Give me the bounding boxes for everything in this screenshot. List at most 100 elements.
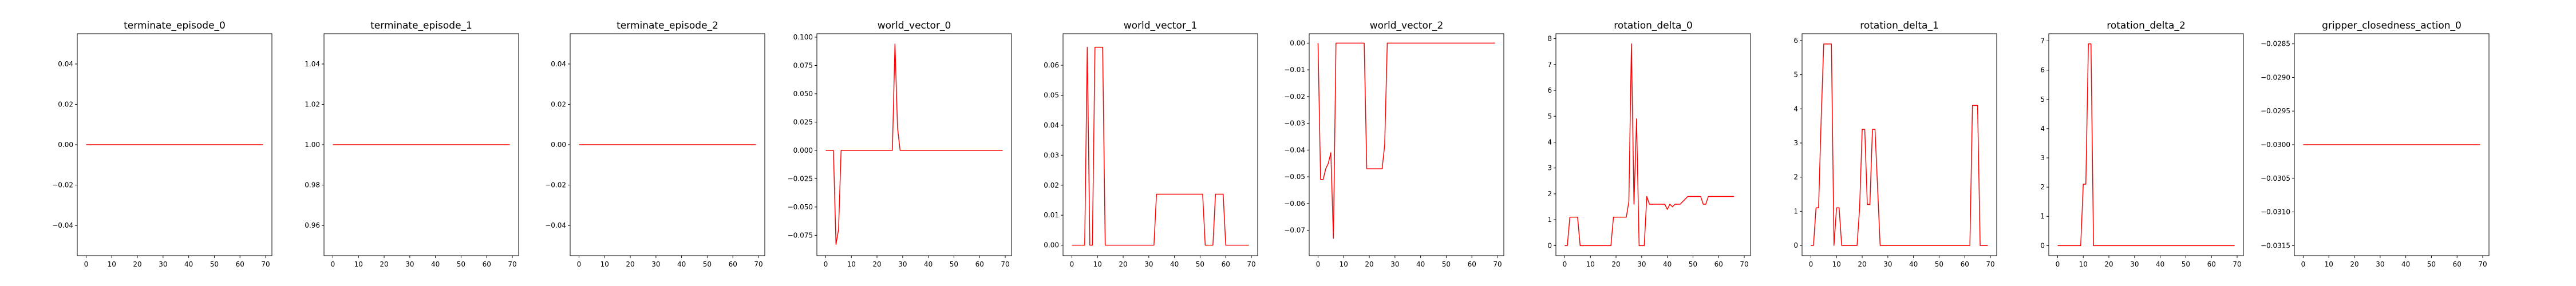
x-tick-label: 40 [184,260,193,268]
x-tick-label: 10 [1093,260,1102,268]
x-tick-label: 70 [261,260,270,268]
x-tick-label: 10 [354,260,363,268]
y-tick-label: 0.06 [1044,61,1059,69]
x-tick-label: 60 [1222,260,1230,268]
x-tick-label: 50 [703,260,712,268]
x-tick-label: 0 [1070,260,1074,268]
x-tick-label: 20 [1611,260,1620,268]
x-tick-label: 70 [508,260,516,268]
y-tick-label: 0.050 [793,90,813,98]
y-tick-label: 2 [1793,173,1798,181]
subplot-1: terminate_episode_0 0 10 20 30 40 50 60 70 −0.04 −… [52,20,272,268]
series-line-1 [1811,43,1988,246]
y-tick-label: 2 [1547,190,1552,198]
y-tick-label: 0.01 [1044,211,1059,219]
y-tick-label: 4 [1547,138,1552,146]
y-tick-label: −0.06 [1284,200,1305,208]
y-tick-label: 0.075 [793,61,813,69]
y-tick-label: 0 [1793,241,1798,249]
x-tick-label: 20 [1119,260,1127,268]
x-tick-label: 20 [380,260,388,268]
y-tick-label: −0.0285 [2261,40,2290,48]
x-tick-label: 70 [1247,260,1255,268]
subplot-title: gripper_closedness_action_0 [2322,20,2462,31]
y-tick-label: −0.075 [788,231,813,239]
subplot-title: rotation_delta_0 [1614,20,1693,31]
x-tick-label: 60 [1714,260,1723,268]
y-tick-label: 7 [1547,61,1552,69]
y-tick-label: 1.02 [305,100,320,108]
x-tick-label: 0 [824,260,828,268]
y-tick-label: 3 [2040,154,2045,162]
x-tick-label: 10 [1832,260,1841,268]
y-tick-label: 4 [2040,125,2045,133]
x-tick-label: 40 [431,260,440,268]
series-line-1 [2057,43,2235,247]
subplot-2: terminate_episode_1 0 10 20 30 40 50 60 70 0.96 0.… [305,20,519,268]
x-tick-label: 50 [1689,260,1697,268]
y-tick-label: 6 [2040,66,2045,74]
x-tick-label: 40 [2401,260,2410,268]
y-tick-label: 0.02 [1044,181,1059,189]
subplot-title: terminate_episode_0 [124,20,226,31]
x-tick-label: 30 [405,260,414,268]
series-line-1 [1072,46,1249,246]
y-tick-label: 4 [1793,105,1798,113]
x-tick-label: 40 [677,260,686,268]
axes-frame [2048,33,2244,256]
x-tick-label: 40 [1170,260,1179,268]
x-tick-label: 10 [1340,260,1348,268]
series-line-1 [1564,43,1735,247]
x-tick-label: 70 [1986,260,1994,268]
y-tick-label: 1 [1793,207,1798,215]
y-tick-label: 1.00 [305,141,320,149]
x-tick-label: 10 [108,260,116,268]
subplot-9: rotation_delta_2 0 10 20 30 40 50 60 70 0 1 2 3 4 5 6 7 [2040,20,2244,268]
x-tick-label: 50 [950,260,958,268]
x-tick-label: 0 [331,260,335,268]
x-tick-label: 20 [1858,260,1866,268]
y-tick-label: −0.0300 [2261,141,2290,149]
y-tick-label: 3 [1793,139,1798,147]
y-tick-label: 6 [1547,86,1552,94]
y-tick-label: −0.03 [1284,120,1305,128]
subplot-5: world_vector_1 0 10 20 30 40 50 60 70 0.00 0.01 0.0… [1044,20,1258,268]
y-tick-label: 0.00 [1290,39,1305,47]
x-tick-label: 70 [1740,260,1748,268]
y-tick-label: −0.04 [545,221,566,229]
x-tick-label: 10 [2325,260,2333,268]
x-tick-label: 60 [483,260,491,268]
y-tick-label: −0.01 [1284,66,1305,74]
y-tick-label: 1.04 [305,60,320,68]
subplot-10: gripper_closedness_action_0 0 10 20 30 40 50 60… [2261,20,2490,268]
y-tick-label: −0.07 [1284,227,1305,235]
y-tick-label: 0.04 [58,60,73,68]
y-tick-label: 0.100 [793,33,813,41]
subplot-6: world_vector_2 0 10 20 30 40 50 60 70 −0.07 −0.06 −… [1284,20,1504,268]
x-tick-label: 50 [1196,260,1204,268]
y-tick-label: −0.04 [1284,146,1305,154]
x-tick-label: 30 [898,260,907,268]
y-tick-label: −0.0315 [2261,241,2290,249]
x-tick-label: 50 [210,260,219,268]
y-tick-label: 3 [1547,164,1552,172]
x-tick-label: 70 [2478,260,2487,268]
series-line-1 [1317,42,1495,239]
x-tick-label: 50 [457,260,465,268]
y-tick-label: −0.0310 [2261,208,2290,216]
y-tick-label: −0.0305 [2261,174,2290,182]
subplot-4: world_vector_0 0 10 20 30 40 50 60 70 −0.075 −0.05… [788,20,1012,268]
axes-frame [2294,33,2490,256]
subplot-7: rotation_delta_0 0 10 20 30 40 50 60 70 0 1 2 3 4 5 6 7 8 [1547,20,1751,268]
y-tick-label: 2 [2040,183,2045,191]
x-tick-label: 30 [2376,260,2384,268]
axes-frame [816,33,1012,256]
x-tick-label: 60 [2453,260,2462,268]
axes-frame [1062,33,1258,256]
y-tick-label: −0.04 [52,221,73,229]
x-tick-label: 60 [729,260,737,268]
subplot-title: terminate_episode_2 [617,20,718,31]
x-tick-label: 10 [600,260,609,268]
x-tick-label: 20 [133,260,141,268]
